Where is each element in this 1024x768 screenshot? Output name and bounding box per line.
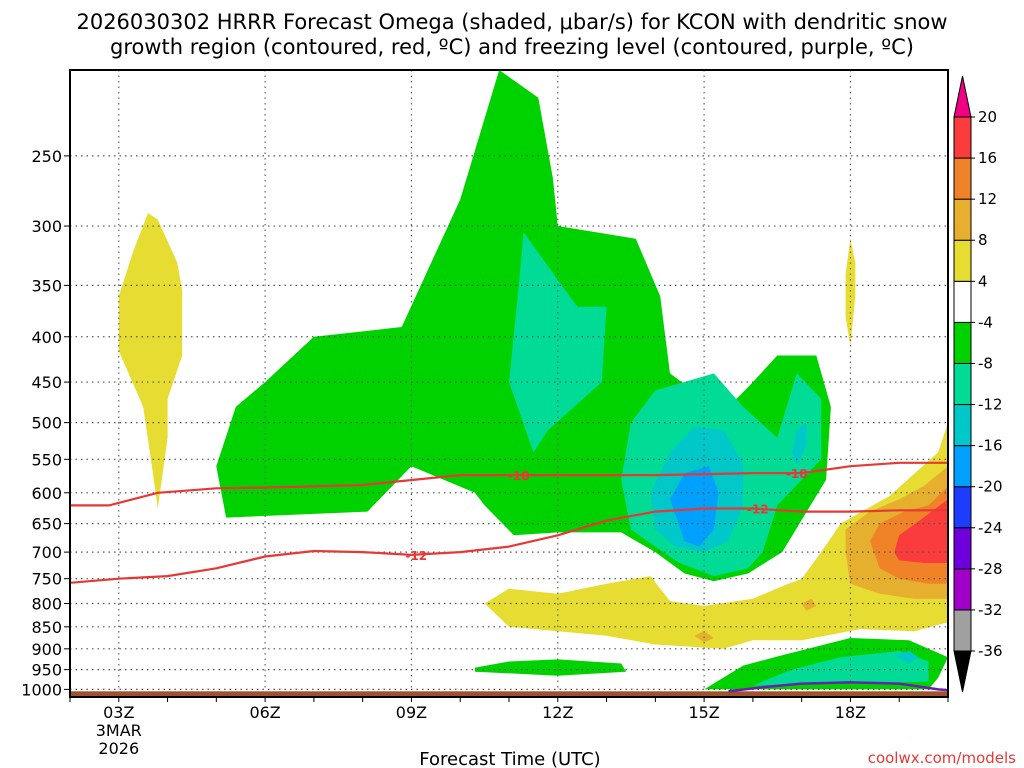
omega-region-moderate-upward-low [752, 651, 929, 686]
y-tick-label: 300 [31, 217, 62, 236]
y-tick-label: 1000 [21, 680, 62, 699]
colorbar-box [953, 198, 972, 241]
y-tick-label: 750 [31, 570, 62, 589]
contour-lines [70, 461, 948, 693]
chart-title-line1: 2026030302 HRRR Forecast Omega (shaded, … [76, 10, 947, 34]
contour-label: -12 [747, 503, 769, 517]
credit-link[interactable]: coolwx.com/models [868, 749, 1016, 767]
colorbar-label: -24 [978, 519, 1003, 537]
x-tick-label: 03Z [103, 703, 134, 722]
y-tick-label: 900 [31, 640, 62, 659]
omega-shading [70, 70, 948, 697]
colorbar-label: 20 [978, 108, 997, 126]
colorbar-box [953, 116, 972, 159]
plot-frame [69, 69, 949, 698]
colorbar-label: -16 [978, 437, 1003, 455]
y-tick-label: 500 [31, 414, 62, 433]
x-tick-label: 15Z [688, 703, 719, 722]
colorbar-box [953, 404, 972, 447]
colorbar-box [953, 445, 972, 488]
dgz-contour--18 [70, 461, 948, 507]
freezing-level-contour [728, 681, 948, 693]
colorbar-label: -8 [978, 354, 993, 372]
y-tick-label: 400 [31, 328, 62, 347]
colorbar-label: -4 [978, 313, 993, 331]
colorbar-label: 16 [978, 149, 997, 167]
y-tick-label: 700 [31, 543, 62, 562]
colorbar-arrow-high [953, 75, 972, 118]
dgz-contour--12 [70, 507, 948, 584]
contour-label: -12 [405, 549, 427, 563]
colorbar: -36 -32 -28 -24 -20 -16 -12 -8 -4 4 8 12 16 20 [953, 75, 1003, 693]
omega-region-sinking-very-strong [894, 499, 948, 563]
colorbar-label: 8 [978, 231, 988, 249]
y-tick-label: 850 [31, 618, 62, 637]
colorbar-box [953, 321, 972, 364]
colorbar-label: 4 [978, 272, 988, 290]
contour-label: -18 [508, 469, 530, 483]
omega-region-sinking-moderate [801, 598, 817, 611]
omega-region-strong-upward-2 [791, 422, 807, 467]
omega-region-upward-motion-low [474, 659, 627, 676]
chart-title-line2: growth region (contoured, red, ºC) and f… [110, 35, 914, 59]
colorbar-box [953, 527, 972, 570]
x-tick-label: 06Z [249, 703, 280, 722]
surface-ground [70, 691, 948, 697]
omega-region-sinking-left [118, 213, 183, 509]
omega-region-moderate-upward [509, 232, 607, 453]
colorbar-box [953, 609, 972, 652]
contour-labels: -18 -18 -12 -12 [405, 467, 808, 563]
y-tick-label: 650 [31, 515, 62, 534]
colorbar-box [953, 486, 972, 529]
omega-region-very-strong-upward [670, 466, 719, 547]
y-tick-label: 450 [31, 373, 62, 392]
colorbar-label: -28 [978, 560, 1003, 578]
colorbar-box [953, 239, 972, 282]
x-tick-date: 3MAR [96, 721, 142, 740]
y-tick-label: 600 [31, 484, 62, 503]
y-tick-label: 350 [31, 276, 62, 295]
y-tick-label: 550 [31, 450, 62, 469]
y-axis-ticks: 250 300 350 400 450 500 550 600 650 700 750 800 850 9… [21, 147, 70, 699]
omega-region-sinking-lower [484, 422, 948, 649]
colorbar-label: -20 [978, 478, 1003, 496]
colorbar-box [953, 280, 972, 323]
colorbar-box [953, 157, 972, 200]
y-tick-label: 950 [31, 661, 62, 680]
grid-lines [69, 70, 949, 702]
omega-region-sinking-right-upper [845, 238, 856, 347]
omega-region-strong-upward-low [894, 651, 919, 664]
colorbar-box [953, 568, 972, 611]
y-tick-label: 250 [31, 147, 62, 166]
colorbar-label: 12 [978, 190, 997, 208]
x-tick-label: 12Z [542, 703, 573, 722]
colorbar-label: -32 [978, 601, 1003, 619]
x-axis-label: Forecast Time (UTC) [419, 749, 600, 768]
colorbar-label: -36 [978, 642, 1003, 660]
y-tick-label: 800 [31, 595, 62, 614]
x-tick-year: 2026 [98, 739, 139, 758]
contour-label: -18 [786, 467, 808, 481]
x-tick-label: 18Z [835, 703, 866, 722]
colorbar-label: -12 [978, 396, 1003, 414]
x-tick-label: 09Z [396, 703, 427, 722]
colorbar-box [953, 362, 972, 406]
